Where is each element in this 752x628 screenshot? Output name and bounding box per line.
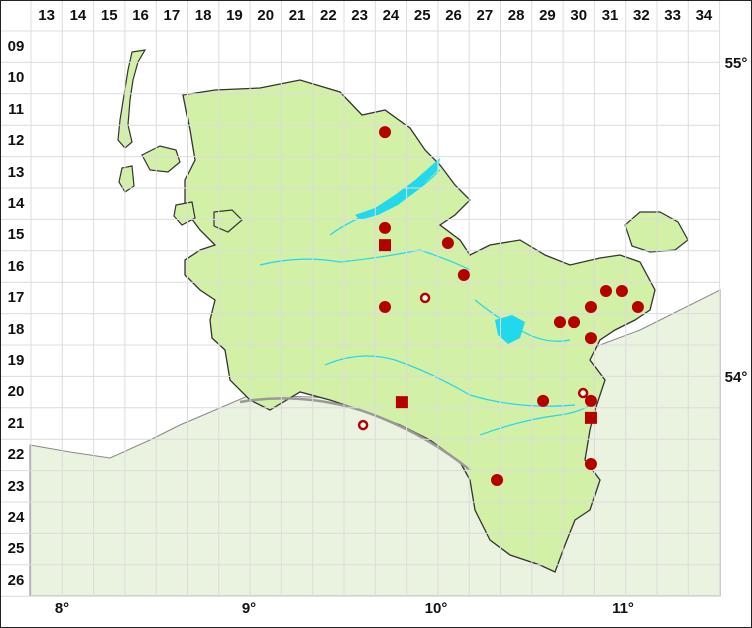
column-label: 33 bbox=[664, 7, 681, 24]
longitude-label: 10° bbox=[424, 600, 448, 617]
row-label: 24 bbox=[7, 509, 25, 526]
open-circle-marker bbox=[357, 419, 369, 431]
row-label: 19 bbox=[7, 352, 25, 369]
column-label: 16 bbox=[132, 7, 149, 24]
column-label: 20 bbox=[257, 7, 275, 24]
row-label: 18 bbox=[7, 320, 25, 338]
row-label: 23 bbox=[7, 477, 25, 495]
row-label: 20 bbox=[7, 383, 25, 401]
dot-marker bbox=[537, 394, 550, 407]
dot-marker bbox=[584, 458, 597, 471]
row-label: 11 bbox=[8, 100, 24, 118]
dot-marker bbox=[584, 332, 597, 345]
dot-marker bbox=[379, 126, 392, 139]
row-label: 09 bbox=[7, 38, 25, 55]
column-label: 28 bbox=[507, 7, 525, 24]
nordstrand-island bbox=[213, 209, 243, 233]
dot-marker bbox=[615, 284, 628, 297]
row-label: 26 bbox=[7, 571, 25, 589]
column-label: 26 bbox=[445, 7, 462, 24]
column-label: 23 bbox=[351, 7, 368, 24]
square-marker bbox=[379, 239, 392, 252]
column-label: 14 bbox=[69, 7, 87, 24]
dot-marker bbox=[568, 316, 581, 329]
row-label: 21 bbox=[7, 414, 25, 432]
latitude-label: 54° bbox=[724, 369, 748, 386]
dot-marker bbox=[379, 221, 392, 234]
square-marker bbox=[584, 411, 597, 424]
open-circle-marker bbox=[419, 292, 431, 304]
row-label: 16 bbox=[7, 257, 25, 275]
row-label: 15 bbox=[7, 226, 25, 244]
foehr-island bbox=[141, 145, 181, 173]
column-label: 13 bbox=[38, 7, 55, 24]
dot-marker bbox=[631, 301, 644, 314]
occurrence-markers bbox=[357, 126, 644, 487]
longitude-label: 9° bbox=[241, 600, 257, 617]
row-label: 10 bbox=[7, 69, 25, 87]
square-marker bbox=[395, 396, 408, 409]
column-label: 24 bbox=[382, 7, 400, 24]
dot-marker bbox=[599, 284, 612, 297]
column-label: 27 bbox=[476, 7, 494, 24]
schleswig-holstein-land bbox=[182, 79, 656, 573]
dot-marker bbox=[584, 301, 597, 314]
column-label: 25 bbox=[413, 7, 431, 24]
column-label: 22 bbox=[319, 7, 337, 24]
longitude-label: 11° bbox=[612, 600, 634, 617]
column-label: 17 bbox=[163, 7, 181, 24]
column-label: 32 bbox=[632, 7, 650, 24]
sylt-island bbox=[117, 49, 147, 149]
column-label: 30 bbox=[570, 7, 588, 24]
latitude-label: 55° bbox=[724, 55, 748, 72]
row-label: 17 bbox=[7, 289, 25, 307]
elbe-river bbox=[239, 397, 471, 471]
longitude-label: 8° bbox=[54, 600, 70, 617]
row-label: 22 bbox=[7, 446, 25, 464]
column-label: 19 bbox=[226, 7, 243, 24]
grid-lines bbox=[0, 0, 721, 597]
dot-marker bbox=[553, 316, 566, 329]
column-label: 29 bbox=[539, 7, 556, 24]
dot-marker bbox=[379, 301, 392, 314]
dot-marker bbox=[457, 268, 470, 281]
pellworm-island bbox=[173, 201, 196, 226]
row-label: 13 bbox=[7, 163, 25, 181]
column-label: 21 bbox=[288, 7, 306, 24]
column-label: 31 bbox=[601, 7, 619, 24]
row-label: 12 bbox=[7, 132, 25, 150]
column-label: 18 bbox=[194, 7, 212, 24]
dot-marker bbox=[491, 474, 504, 487]
dot-marker bbox=[441, 236, 454, 249]
row-label: 25 bbox=[7, 540, 25, 558]
column-label: 15 bbox=[100, 7, 118, 24]
dot-marker bbox=[584, 394, 597, 407]
row-label: 14 bbox=[7, 195, 25, 212]
amrum-island bbox=[118, 165, 135, 193]
column-label: 34 bbox=[695, 7, 713, 24]
lakes bbox=[355, 158, 525, 344]
open-circle-marker bbox=[577, 387, 589, 399]
